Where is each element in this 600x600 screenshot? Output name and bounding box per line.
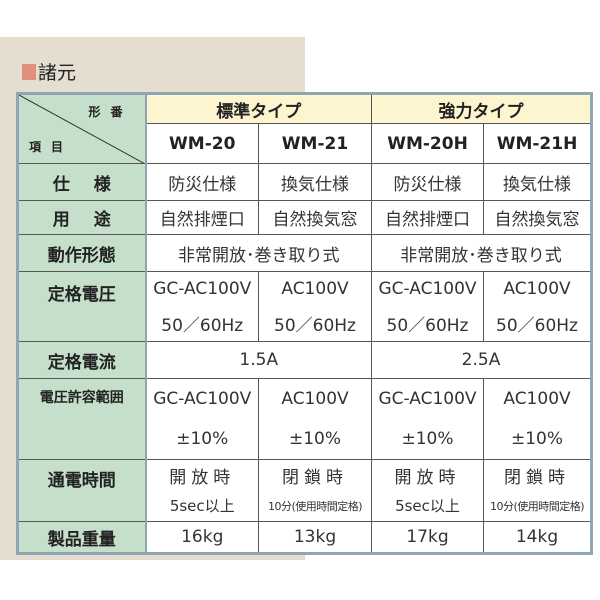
row-label: 仕様: [17, 163, 147, 201]
cell: GC-AC100V: [371, 378, 484, 419]
cell: 閉鎖時: [483, 459, 592, 491]
cell: 換気仕様: [483, 163, 592, 201]
section-title-text: 諸元: [38, 62, 77, 84]
cell: 防災仕様: [371, 163, 484, 201]
cell: 50／60Hz: [371, 306, 484, 342]
cell: ±10%: [145, 418, 259, 460]
cell: 開放時: [371, 459, 484, 491]
cell: AC100V: [258, 378, 372, 419]
table-row: 仕様 防災仕様 換気仕様 防災仕様 換気仕様: [17, 163, 592, 201]
cell: 10分(使用時間定格): [483, 490, 592, 522]
model-header: WM-20H: [371, 123, 484, 164]
group-header-standard: 標準タイプ: [145, 93, 372, 124]
row-label: 通電時間: [17, 459, 147, 522]
cell: 防災仕様: [145, 163, 259, 201]
cell: 1.5A: [145, 341, 372, 379]
row-label: 動作形態: [17, 234, 147, 272]
table-row: 定格電流 1.5A 2.5A: [17, 341, 592, 379]
cell: AC100V: [483, 378, 592, 419]
section-title: 諸元: [22, 58, 76, 85]
cell: GC-AC100V: [145, 378, 259, 419]
corner-cell: 形番 項目: [17, 93, 147, 164]
table-row: 定格電圧 GC-AC100V AC100V GC-AC100V AC100V: [17, 271, 592, 342]
row-label: 電圧許容範囲: [17, 378, 147, 460]
row-label: 定格電圧: [17, 271, 147, 342]
cell: 50／60Hz: [258, 306, 372, 342]
cell: ±10%: [371, 418, 484, 460]
spec-table: 形番 項目 標準タイプ 強力タイプ WM-20 WM-21 WM-20H WM-…: [16, 92, 593, 555]
model-header: WM-21: [258, 123, 372, 164]
cell: 16kg: [145, 521, 259, 554]
cell: 換気仕様: [258, 163, 372, 201]
cell: ±10%: [258, 418, 372, 460]
cell: GC-AC100V: [145, 271, 259, 307]
corner-top-label: 形番: [88, 105, 133, 119]
cell: 非常開放･巻き取り式: [145, 234, 372, 272]
model-header: WM-21H: [483, 123, 592, 164]
row-label: 用途: [17, 200, 147, 235]
cell: 14kg: [483, 521, 592, 554]
group-header-heavy: 強力タイプ: [371, 93, 592, 124]
cell: 5sec以上: [371, 490, 484, 522]
corner-bottom-label: 項目: [29, 140, 74, 154]
table-row: 動作形態 非常開放･巻き取り式 非常開放･巻き取り式: [17, 234, 592, 272]
diagonal-line: [19, 95, 144, 163]
model-header: WM-20: [145, 123, 259, 164]
cell: ±10%: [483, 418, 592, 460]
row-label: 製品重量: [17, 521, 147, 554]
row-label: 定格電流: [17, 341, 147, 379]
table-row: 電圧許容範囲 GC-AC100V AC100V GC-AC100V AC100V: [17, 378, 592, 460]
cell: 開放時: [145, 459, 259, 491]
table-row: 通電時間 開放時 閉鎖時 開放時 閉鎖時: [17, 459, 592, 522]
table-row: 用途 自然排煙口 自然換気窓 自然排煙口 自然換気窓: [17, 200, 592, 235]
cell: 自然排煙口: [371, 200, 484, 235]
cell: 10分(使用時間定格): [258, 490, 372, 522]
title-marker-icon: [22, 63, 36, 80]
cell: 13kg: [258, 521, 372, 554]
cell: AC100V: [483, 271, 592, 307]
cell: 自然換気窓: [258, 200, 372, 235]
table-row: 製品重量 16kg 13kg 17kg 14kg: [17, 521, 592, 554]
cell: AC100V: [258, 271, 372, 307]
cell: 非常開放･巻き取り式: [371, 234, 592, 272]
cell: 50／60Hz: [145, 306, 259, 342]
cell: 閉鎖時: [258, 459, 372, 491]
cell: 2.5A: [371, 341, 592, 379]
cell: 50／60Hz: [483, 306, 592, 342]
cell: 自然排煙口: [145, 200, 259, 235]
cell: 17kg: [371, 521, 484, 554]
cell: GC-AC100V: [371, 271, 484, 307]
cell: 自然換気窓: [483, 200, 592, 235]
cell: 5sec以上: [145, 490, 259, 522]
